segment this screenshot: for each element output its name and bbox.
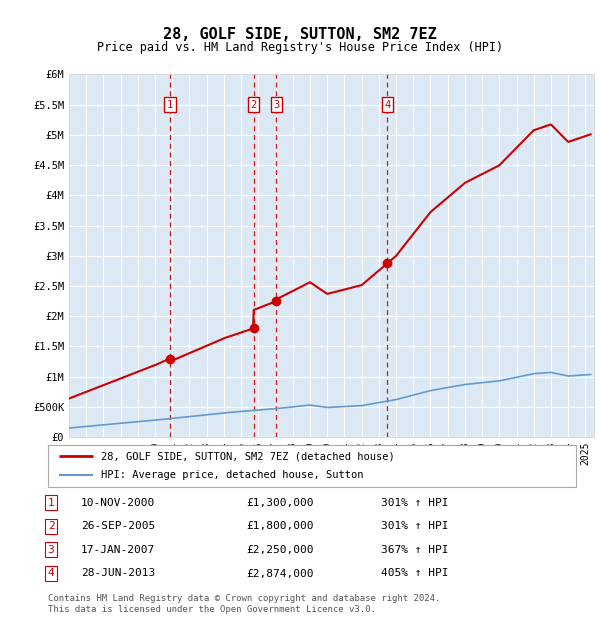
- Text: 4: 4: [384, 100, 391, 110]
- Text: Contains HM Land Registry data © Crown copyright and database right 2024.
This d: Contains HM Land Registry data © Crown c…: [48, 595, 440, 614]
- Text: £2,874,000: £2,874,000: [246, 569, 314, 578]
- Text: 1: 1: [167, 100, 173, 110]
- Text: 3: 3: [273, 100, 280, 110]
- Text: 1: 1: [47, 498, 55, 508]
- Text: 301% ↑ HPI: 301% ↑ HPI: [381, 521, 449, 531]
- Text: 367% ↑ HPI: 367% ↑ HPI: [381, 545, 449, 555]
- Text: 301% ↑ HPI: 301% ↑ HPI: [381, 498, 449, 508]
- Text: 28, GOLF SIDE, SUTTON, SM2 7EZ: 28, GOLF SIDE, SUTTON, SM2 7EZ: [163, 27, 437, 42]
- Text: 3: 3: [47, 545, 55, 555]
- Text: 26-SEP-2005: 26-SEP-2005: [81, 521, 155, 531]
- Text: 17-JAN-2007: 17-JAN-2007: [81, 545, 155, 555]
- Text: 4: 4: [47, 569, 55, 578]
- Text: HPI: Average price, detached house, Sutton: HPI: Average price, detached house, Sutt…: [101, 470, 364, 480]
- Text: 405% ↑ HPI: 405% ↑ HPI: [381, 569, 449, 578]
- Text: 2: 2: [47, 521, 55, 531]
- Text: Price paid vs. HM Land Registry's House Price Index (HPI): Price paid vs. HM Land Registry's House …: [97, 41, 503, 54]
- Text: 28-JUN-2013: 28-JUN-2013: [81, 569, 155, 578]
- Text: £1,300,000: £1,300,000: [246, 498, 314, 508]
- Text: £2,250,000: £2,250,000: [246, 545, 314, 555]
- Text: 28, GOLF SIDE, SUTTON, SM2 7EZ (detached house): 28, GOLF SIDE, SUTTON, SM2 7EZ (detached…: [101, 451, 395, 461]
- Text: £1,800,000: £1,800,000: [246, 521, 314, 531]
- Text: 10-NOV-2000: 10-NOV-2000: [81, 498, 155, 508]
- Text: 2: 2: [251, 100, 257, 110]
